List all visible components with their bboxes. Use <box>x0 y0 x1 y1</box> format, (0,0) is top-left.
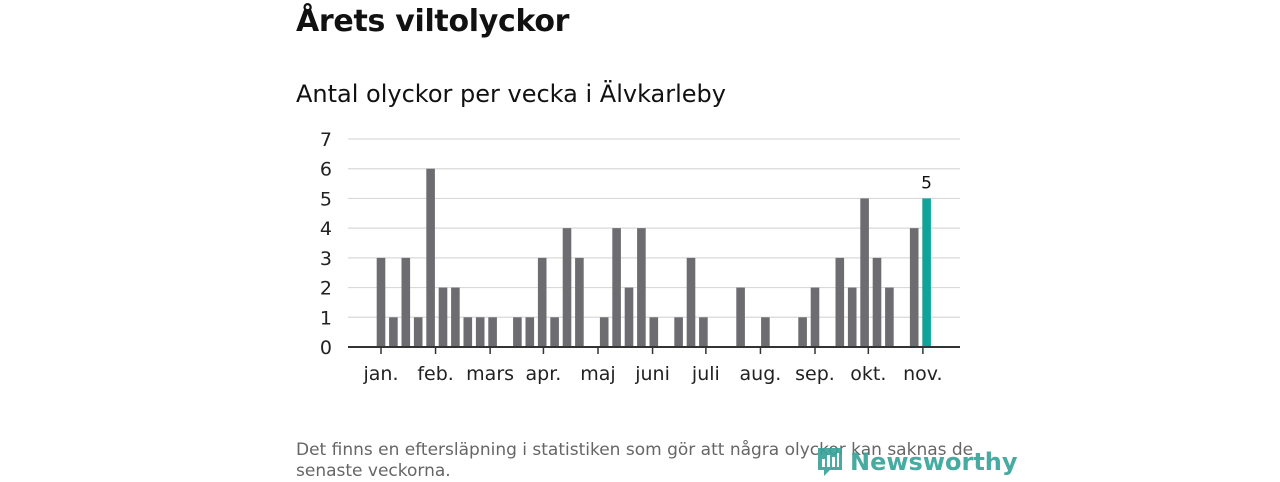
bar-value-label: 5 <box>921 173 932 193</box>
bar <box>413 317 423 347</box>
bar <box>699 317 708 347</box>
bar <box>909 228 919 347</box>
y-tick-label: 6 <box>320 159 332 181</box>
bar <box>736 287 745 347</box>
bar <box>389 317 398 347</box>
bar <box>798 317 807 347</box>
chart-subtitle: Antal olyckor per vecka i Älvkarleby <box>296 80 726 108</box>
chart-card: Årets viltolyckor Antal olyckor per veck… <box>296 0 1018 481</box>
bar <box>686 257 696 347</box>
bar <box>872 257 882 347</box>
x-tick-label: nov. <box>903 363 942 385</box>
y-tick-label: 4 <box>320 218 332 240</box>
x-tick-label: apr. <box>526 363 562 385</box>
x-tick-label: juni <box>634 363 670 385</box>
x-tick-label: sep. <box>795 363 835 385</box>
y-tick-label: 1 <box>320 307 332 329</box>
bar <box>401 257 411 347</box>
bar-chart: 0 1 2 3 4 5 6 7 5 jan. feb. mars apr. maj juni juli aug.… <box>320 129 960 385</box>
bar <box>612 228 621 347</box>
bar <box>376 257 386 347</box>
bar <box>637 228 646 347</box>
bar <box>488 317 497 347</box>
bar <box>674 317 683 347</box>
newsworthy-logo-icon <box>818 448 842 476</box>
x-tick-label: jan. <box>362 363 398 385</box>
bar <box>847 287 857 347</box>
x-tick-label: okt. <box>850 363 886 385</box>
y-tick-label: 2 <box>320 278 332 300</box>
newsworthy-logo-text: Newsworthy <box>850 448 1018 476</box>
newsworthy-logo: Newsworthy <box>816 446 1018 478</box>
y-tick-label: 3 <box>320 248 332 270</box>
y-tick-label: 5 <box>320 188 332 210</box>
page-title: Årets viltolyckor <box>296 4 570 39</box>
bar <box>624 287 634 347</box>
x-tick-label: juli <box>691 363 720 385</box>
footnote: Det finns en eftersläpning i statistiken… <box>296 440 974 481</box>
bar <box>537 257 547 347</box>
bar <box>475 317 485 347</box>
bar <box>438 287 448 347</box>
bar <box>649 317 659 347</box>
bar <box>761 317 770 347</box>
y-tick-label: 7 <box>320 129 332 151</box>
bar <box>575 257 584 347</box>
bar <box>463 317 473 347</box>
y-tick-label: 0 <box>320 337 332 359</box>
bar-highlight <box>922 198 931 347</box>
bar <box>426 168 435 347</box>
bar <box>599 317 609 347</box>
bar <box>885 287 894 347</box>
x-tick-label: feb. <box>417 363 453 385</box>
x-tick-label: aug. <box>740 363 782 385</box>
bar <box>451 287 460 347</box>
x-tick-label: mars <box>466 363 514 385</box>
bar <box>513 317 522 347</box>
bar <box>562 228 572 347</box>
bar <box>860 198 869 347</box>
bar <box>810 287 820 347</box>
bar <box>550 317 559 347</box>
bar <box>525 317 535 347</box>
bar <box>835 257 845 347</box>
x-tick-label: maj <box>580 363 615 385</box>
